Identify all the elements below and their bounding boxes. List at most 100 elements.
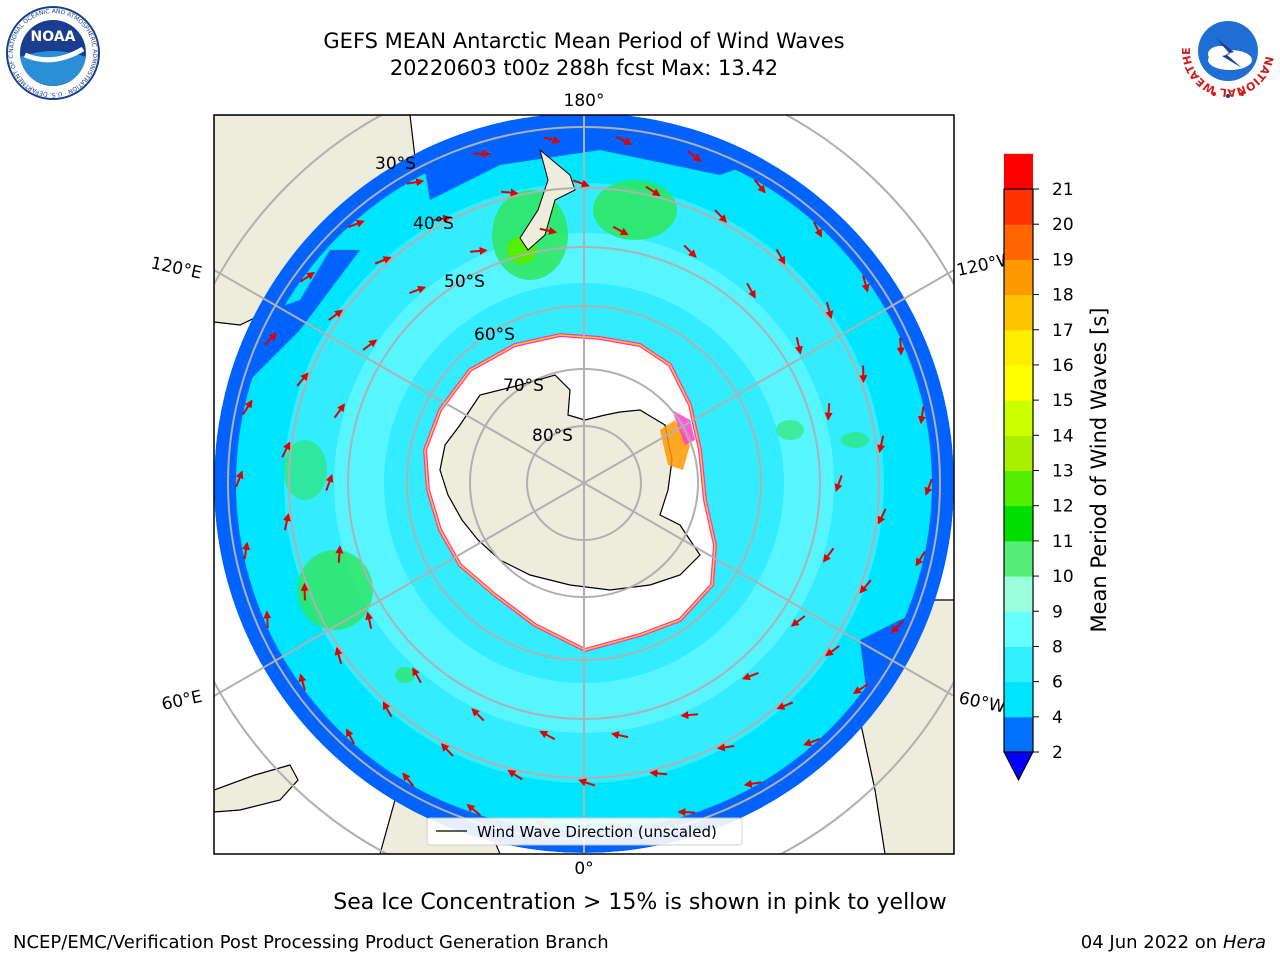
wind-wave-arrow	[263, 610, 272, 629]
polar-map: Wind Wave Direction (unscaled) 30°S 40°S…	[149, 91, 1111, 879]
noaa-logo: NATIONAL OCEANIC AND ATMOSPHERIC ADMINIS…	[3, 5, 100, 100]
credit-line: NCEP/EMC/Verification Post Processing Pr…	[13, 932, 609, 953]
wind-wave-arrow	[877, 435, 885, 453]
wind-wave-arrow	[877, 508, 887, 525]
wind-wave-arrow	[677, 808, 696, 817]
wind-wave-arrow	[235, 470, 244, 488]
graticule	[214, 115, 954, 854]
lat-label-40s: 40°S	[413, 214, 454, 234]
wind-wave-arrow	[471, 708, 485, 722]
colorbar-segment	[1004, 611, 1033, 647]
wind-wave-arrow	[298, 673, 307, 691]
wind-wave-arrow	[328, 309, 343, 321]
map-title: GEFS MEAN Antarctic Mean Period of Wind …	[323, 29, 845, 53]
wind-wave-arrow	[406, 178, 425, 187]
wind-wave-arrow	[382, 701, 393, 718]
date-line: 04 Jun 2022 on Hera	[1081, 932, 1266, 953]
colorbar-segment	[1004, 576, 1033, 612]
colorbar-tick-label: 21	[1052, 180, 1074, 200]
colorbar-tick-label: 16	[1052, 356, 1074, 376]
colorbar-tick-label: 11	[1052, 532, 1074, 552]
colorbar-tick-label: 6	[1052, 673, 1063, 693]
colorbar-segment	[1004, 259, 1033, 296]
wind-wave-arrow	[915, 551, 926, 567]
meridian-label-0: 0°	[574, 859, 593, 879]
date-text: 04 Jun 2022 on	[1080, 932, 1218, 953]
date-machine: Hera	[1222, 932, 1266, 953]
wind-wave-arrow	[775, 248, 786, 265]
map-frame-content: Wind Wave Direction (unscaled)	[214, 115, 954, 854]
colorbar-tick-label: 4	[1052, 708, 1063, 728]
colorbar-segment	[1004, 189, 1033, 225]
legend-label: Wind Wave Direction (unscaled)	[477, 823, 717, 841]
map-frame	[213, 114, 955, 855]
wind-wave-arrows	[235, 135, 933, 831]
colorbar-tick-label: 9	[1052, 602, 1063, 622]
wind-wave-arrow	[440, 743, 454, 757]
wind-wave-arrow	[543, 136, 561, 144]
wind-wave-arrow	[616, 135, 633, 145]
wind-wave-arrow	[716, 743, 735, 752]
colorbar-tick-label: 19	[1052, 250, 1074, 270]
wind-wave-arrow	[334, 646, 343, 665]
wind-wave-arrow	[500, 188, 519, 197]
wind-wave-arrow	[714, 209, 728, 223]
wind-wave-arrow	[466, 804, 481, 816]
colorbar-segment	[1004, 153, 1033, 190]
wind-wave-arrow	[263, 332, 278, 346]
wind-wave-arrow	[348, 219, 365, 229]
wind-wave-arrow	[572, 179, 590, 188]
colorbar-tick-label: 2	[1052, 743, 1063, 763]
wind-wave-arrow	[824, 403, 833, 421]
wind-wave-arrow	[281, 441, 291, 458]
colorbar-segment	[1004, 364, 1033, 401]
wind-wave-arrow	[852, 683, 869, 694]
wind-wave-arrow	[813, 221, 823, 238]
colorbar-segment	[1004, 435, 1033, 471]
colorbar-tick-label: 18	[1052, 286, 1074, 306]
colorbar-label: Mean Period of Wind Waves [s]	[1087, 308, 1111, 633]
wind-wave-arrow	[470, 246, 488, 255]
wind-wave-arrow	[612, 225, 629, 236]
colorbar-segment	[1004, 329, 1033, 366]
colorbar-tick-label: 8	[1052, 637, 1063, 657]
colorbar-tick-label: 10	[1052, 567, 1074, 587]
wind-wave-arrow	[924, 478, 933, 496]
meridian-label-180: 180°	[564, 91, 605, 111]
lat-label-30s: 30°S	[375, 154, 416, 174]
wind-wave-arrow	[680, 711, 698, 720]
colorbar-extend-triangle	[1003, 751, 1034, 782]
colorbar-tick-label: 13	[1052, 462, 1074, 482]
wind-wave-arrow	[299, 272, 316, 283]
wind-wave-arrow	[861, 275, 870, 293]
wind-wave-arrow	[472, 149, 491, 158]
colorbar: 2 4 6 8 9 10 11 12 13 14 15 16 17 18 19 20 21	[1003, 153, 1074, 782]
nws-logo: NATIONAL WEATHER SERVICE	[1178, 2, 1276, 99]
colorbar-segment	[1004, 400, 1033, 436]
land-antarctica	[439, 374, 701, 591]
wind-wave-arrow	[834, 475, 843, 493]
map-subtitle: 20220603 t00z 288h fcst Max: 13.42	[389, 56, 779, 80]
wind-wave-arrow	[687, 150, 702, 162]
wind-wave-arrow	[918, 406, 926, 425]
wind-wave-arrow	[776, 701, 794, 710]
colorbar-tick-label: 14	[1052, 426, 1074, 446]
wind-wave-arrow	[790, 615, 806, 627]
lat-label-70s: 70°S	[503, 376, 544, 396]
sea-ice-note: Sea Ice Concentration > 15% is shown in …	[333, 890, 947, 915]
wind-wave-arrow	[433, 214, 452, 223]
wind-wave-arrow	[412, 667, 422, 684]
wind-wave-arrow	[296, 372, 309, 387]
meridian-label-60e: 60°E	[160, 687, 204, 715]
wind-wave-arrow	[683, 244, 697, 258]
colorbar-segment	[1004, 716, 1033, 753]
wind-wave-arrow	[859, 579, 872, 594]
legend: Wind Wave Direction (unscaled)	[426, 817, 743, 846]
wind-wave-arrow	[345, 728, 355, 745]
wind-wave-arrow	[649, 769, 668, 778]
wind-wave-arrow	[365, 611, 374, 629]
colorbar-tick-label: 20	[1052, 215, 1074, 235]
wind-wave-arrow	[507, 769, 523, 781]
lat-label-80s: 80°S	[532, 426, 573, 446]
colorbar-tick-label: 17	[1052, 321, 1074, 341]
